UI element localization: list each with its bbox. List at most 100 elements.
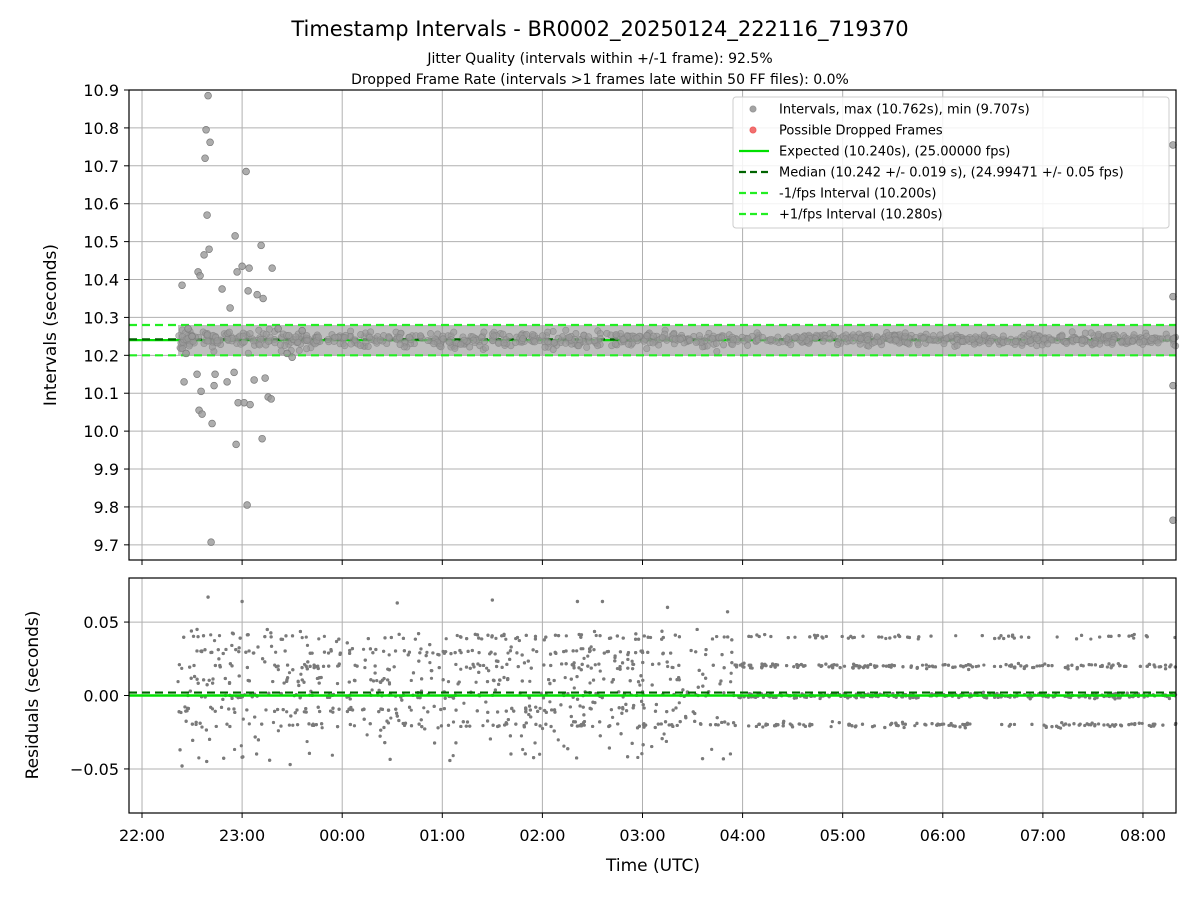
residual-point	[500, 634, 504, 638]
residual-point	[509, 752, 513, 756]
residual-point	[824, 634, 828, 639]
interval-point	[511, 339, 519, 347]
residual-point	[592, 629, 597, 634]
interval-outlier-point	[211, 370, 219, 379]
residual-point	[477, 636, 481, 640]
residual-point	[370, 688, 374, 692]
residual-point	[1032, 665, 1036, 670]
interval-point	[633, 334, 641, 342]
residual-point	[486, 710, 490, 714]
residual-point	[246, 633, 250, 637]
residual-point	[641, 660, 645, 665]
intervals-y-axis-label: Intervals (seconds)	[41, 244, 61, 406]
residual-point	[417, 659, 421, 663]
residuals-x-ticks: 22:00 23:00 00:00 01:00 02:00 03:00 04:00 05:00…	[119, 813, 1166, 845]
residual-point	[386, 678, 390, 682]
interval-outlier-point	[207, 538, 215, 546]
residual-point	[495, 710, 500, 714]
residual-point	[209, 633, 213, 637]
residual-point	[317, 681, 321, 685]
residual-point	[579, 668, 583, 672]
residual-point	[733, 663, 737, 667]
residual-point	[761, 725, 765, 729]
interval-point	[562, 339, 570, 347]
residual-point	[862, 665, 866, 669]
residual-point	[641, 650, 645, 655]
residual-point	[1106, 723, 1110, 727]
interval-point	[469, 336, 477, 344]
residual-point	[268, 758, 272, 762]
residual-point	[407, 650, 412, 654]
residual-point	[252, 651, 256, 655]
residual-point	[295, 723, 300, 727]
residual-extreme-point	[575, 599, 580, 604]
residual-point	[503, 723, 507, 727]
residual-point	[177, 710, 181, 714]
interval-point	[482, 344, 490, 352]
residual-point	[1050, 664, 1054, 668]
residual-point	[970, 665, 975, 669]
residual-point	[200, 649, 204, 654]
residual-extreme-point	[288, 762, 292, 767]
residual-point	[284, 634, 288, 638]
intervals-y-tick-label: 10.8	[83, 119, 119, 138]
residual-point	[579, 633, 584, 637]
residual-point	[451, 754, 455, 758]
residual-point	[527, 712, 531, 717]
interval-point	[1068, 328, 1076, 336]
residual-point	[424, 654, 428, 658]
residual-point	[650, 744, 654, 749]
residual-extreme-point	[700, 756, 705, 761]
residual-point	[461, 720, 465, 724]
residual-point	[628, 679, 632, 683]
residual-point	[1102, 723, 1106, 727]
residual-point	[217, 657, 221, 661]
intervals-y-ticks: 9.7 9.8 9.9 10.0 10.1 10.2 10.3 10.4 10.5 10.6 10.…	[83, 81, 129, 555]
residual-point	[464, 724, 468, 728]
residual-point	[668, 677, 673, 681]
residual-point	[195, 677, 199, 681]
residual-point	[946, 663, 951, 667]
residual-point	[1107, 662, 1111, 666]
residual-point	[667, 723, 671, 727]
residual-point	[520, 653, 524, 657]
residual-point	[337, 707, 341, 711]
residual-point	[296, 680, 300, 684]
residual-point	[444, 637, 448, 641]
residual-point	[909, 665, 913, 669]
residual-point	[211, 681, 215, 685]
residual-point	[472, 665, 476, 669]
residual-point	[417, 722, 421, 726]
residual-point	[182, 635, 186, 639]
residual-point	[642, 634, 646, 638]
residual-point	[998, 664, 1003, 669]
interval-point	[940, 340, 948, 348]
residual-point	[542, 663, 546, 667]
residual-point	[279, 724, 283, 728]
interval-point	[919, 334, 927, 342]
residual-point	[661, 652, 665, 656]
residual-point	[948, 723, 952, 727]
residual-point	[646, 650, 650, 654]
residual-point	[394, 707, 398, 711]
residual-point	[471, 662, 475, 667]
residual-point	[371, 651, 375, 655]
residual-point	[858, 665, 862, 669]
residual-point	[967, 667, 971, 672]
residual-point	[269, 631, 273, 635]
residual-point	[1132, 636, 1136, 640]
residual-point	[282, 681, 286, 685]
residual-extreme-point	[725, 610, 730, 614]
residual-point	[459, 724, 463, 729]
residual-point	[588, 649, 592, 653]
interval-point	[1003, 337, 1011, 345]
residual-point	[569, 677, 573, 681]
interval-point	[603, 329, 611, 337]
residual-point	[715, 716, 719, 720]
residual-point	[1122, 664, 1127, 668]
residual-point	[600, 696, 604, 700]
residual-point	[673, 633, 677, 637]
residual-point	[508, 649, 513, 653]
residual-point	[757, 634, 761, 639]
residual-point	[285, 710, 289, 714]
